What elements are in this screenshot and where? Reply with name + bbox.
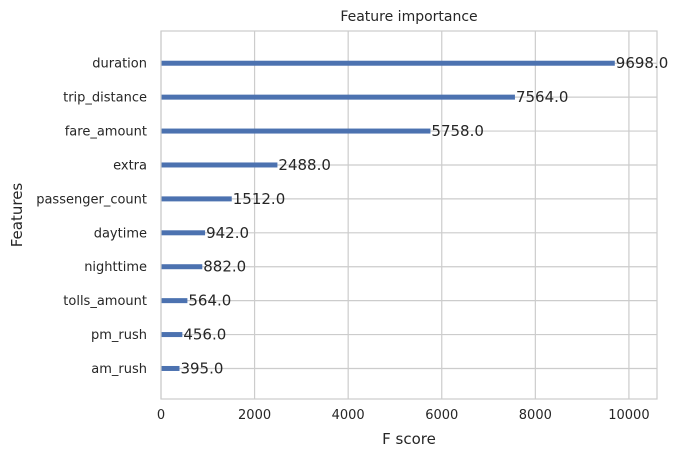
bar-value-label: 564.0 xyxy=(188,292,231,310)
bar-value-label: 942.0 xyxy=(206,224,249,242)
x-tick-label: 8000 xyxy=(519,408,552,423)
bar-value-label: 7564.0 xyxy=(516,88,569,106)
x-tick-label: 6000 xyxy=(425,408,458,423)
plot-frame xyxy=(160,30,658,400)
x-tick-label: 0 xyxy=(157,408,165,423)
y-tick-label: trip_distance xyxy=(63,91,147,106)
x-tick-label: 2000 xyxy=(238,408,271,423)
y-tick-label: fare_amount xyxy=(65,125,147,140)
bar-value-label: 882.0 xyxy=(203,258,246,276)
bar-value-label: 395.0 xyxy=(180,359,223,377)
y-tick-label: extra xyxy=(113,158,147,173)
x-axis-label: F score xyxy=(382,430,436,448)
bar-value-label: 2488.0 xyxy=(278,156,331,174)
y-tick-label: am_rush xyxy=(91,362,147,377)
y-tick-label: pm_rush xyxy=(91,328,147,343)
bar xyxy=(161,94,515,100)
y-tick-label: passenger_count xyxy=(36,192,147,207)
bar xyxy=(161,196,232,202)
y-tick-label: daytime xyxy=(94,226,147,241)
bar xyxy=(161,230,206,236)
bar xyxy=(161,264,203,270)
bar-value-label: 9698.0 xyxy=(616,54,669,72)
bar xyxy=(161,162,278,168)
y-tick-label: tolls_amount xyxy=(63,294,147,309)
bar xyxy=(161,60,615,66)
bar xyxy=(161,332,183,338)
x-tick-label: 4000 xyxy=(332,408,365,423)
bar xyxy=(161,128,431,134)
bar-value-label: 456.0 xyxy=(183,326,226,344)
labels-layer: 0 2000 4000 6000 8000 10000 duration 9698.0 trip… xyxy=(36,54,668,423)
x-tick-label: 10000 xyxy=(608,408,649,423)
bar xyxy=(161,298,188,304)
bars-layer xyxy=(161,60,615,371)
bar xyxy=(161,365,180,371)
bar-value-label: 1512.0 xyxy=(233,190,286,208)
y-axis-label: Features xyxy=(8,183,26,248)
y-tick-label: duration xyxy=(92,57,147,72)
grid-layer xyxy=(160,31,657,399)
bar-value-label: 5758.0 xyxy=(431,122,484,140)
chart-title: Feature importance xyxy=(340,9,477,25)
y-tick-label: nighttime xyxy=(84,260,147,275)
